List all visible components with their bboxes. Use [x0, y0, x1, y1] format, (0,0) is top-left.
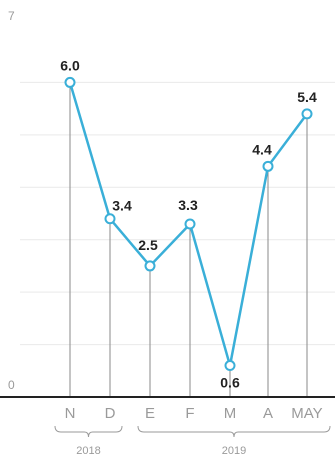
y-axis-ticks: 07 [8, 9, 15, 392]
data-label: 3.4 [112, 198, 132, 214]
data-point [64, 76, 76, 88]
x-tick-label: F [185, 405, 194, 422]
year-bracket [137, 425, 331, 438]
y-tick-label: 0 [8, 378, 15, 392]
data-label: 2.5 [138, 237, 158, 253]
y-tick-label: 7 [8, 9, 15, 23]
year-groups: 2018 2019 [54, 425, 331, 457]
x-tick-label: A [263, 405, 273, 422]
data-label: 0.6 [220, 375, 240, 391]
data-markers [64, 76, 313, 372]
year-bracket [54, 425, 123, 438]
data-point [184, 218, 196, 230]
year-label: 2019 [222, 445, 246, 457]
data-label: 3.3 [178, 197, 198, 213]
data-point [262, 160, 274, 172]
data-point [301, 108, 313, 120]
data-point [104, 213, 116, 225]
year-label: 2018 [76, 445, 100, 457]
data-point [144, 260, 156, 272]
data-point [224, 360, 236, 372]
data-label: 6.0 [60, 57, 80, 73]
x-tick-label: MAY [291, 405, 322, 422]
x-tick-label: D [105, 405, 116, 422]
x-tick-label: E [145, 405, 155, 422]
x-tick-label: M [224, 405, 237, 422]
data-label: 5.4 [297, 89, 317, 105]
data-labels: 6.0 3.4 2.5 3.3 0.6 4.4 5.4 [60, 57, 317, 390]
data-label: 4.4 [252, 141, 272, 157]
x-tick-label: N [65, 405, 76, 422]
x-axis-labels: N D E F M A MAY [65, 405, 323, 422]
grid-lines [20, 81, 335, 346]
